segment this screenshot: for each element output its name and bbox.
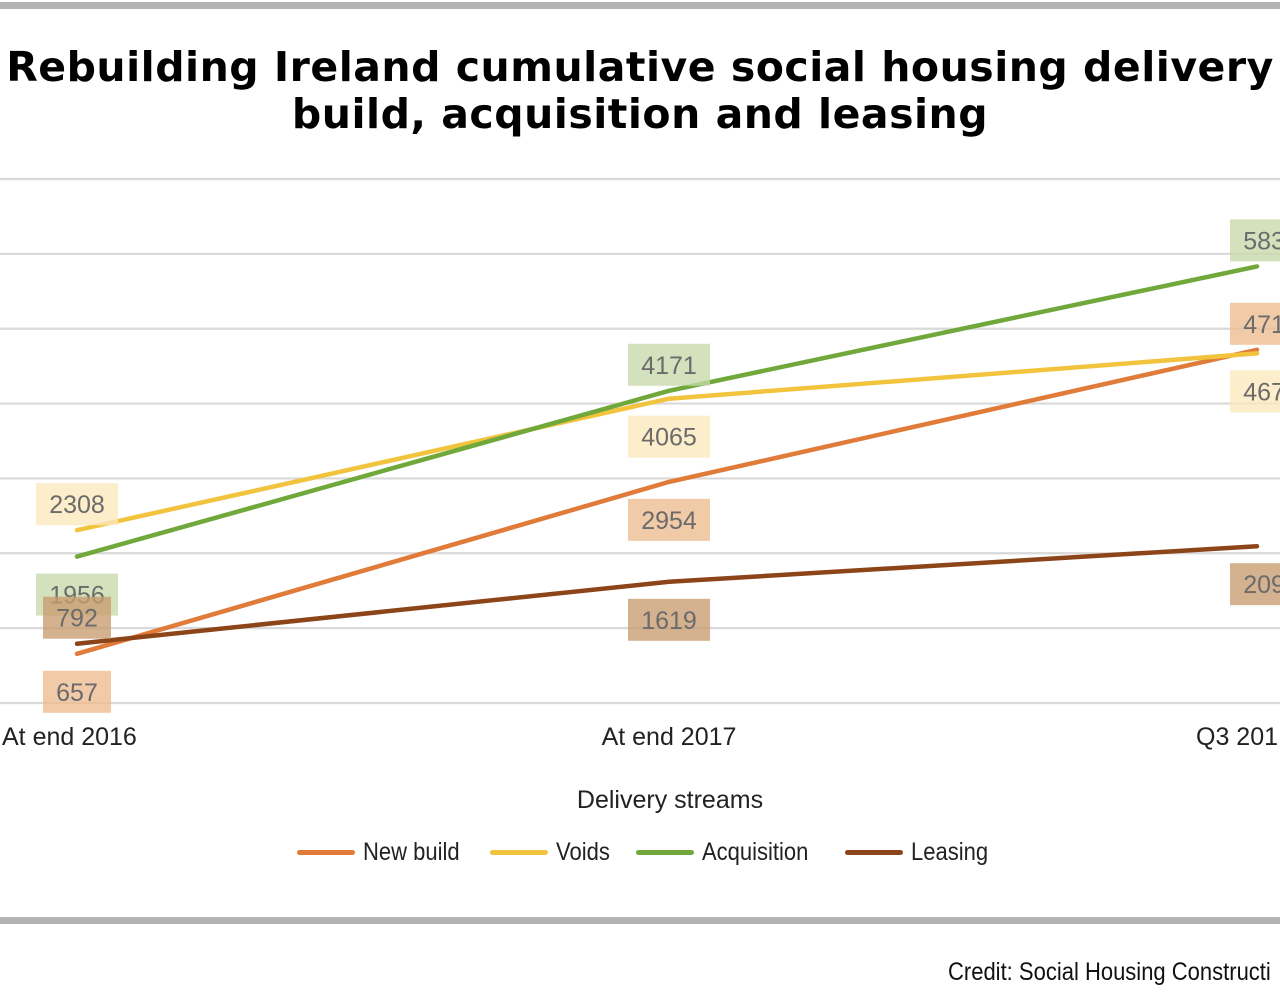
chart-title-line-1: Rebuilding Ireland cumulative social hou… (6, 43, 1274, 91)
data-label-box (628, 498, 710, 541)
data-label-box (1230, 302, 1280, 345)
legend-swatch (845, 849, 903, 855)
data-label: 4171 (628, 343, 710, 386)
data-label-box (1230, 563, 1280, 606)
series-line-new-build (74, 347, 1260, 657)
legend-label: New build (363, 837, 460, 866)
legend-item-leasing: Leasing (845, 834, 999, 870)
data-label: 4670 (1230, 370, 1280, 413)
data-label-box (36, 483, 118, 526)
x-tick-label: At end 2017 (602, 723, 737, 751)
top-rule (0, 2, 1280, 9)
series-lines (74, 264, 1260, 657)
data-labels: 6572954471823084065467019564171583279216… (36, 219, 1280, 713)
x-tick-label: Q3 201 (1196, 723, 1278, 751)
data-label-box (628, 415, 710, 458)
data-label-text: 4718 (1243, 311, 1280, 339)
legend-item-new-build: New build (297, 834, 473, 870)
series-line-voids (74, 351, 1260, 533)
x-tick-label: At end 2016 (2, 723, 137, 751)
data-label-text: 792 (56, 605, 98, 633)
data-label: 5832 (1230, 219, 1280, 262)
legend: New build Voids Acquisition Leasing (0, 834, 1280, 870)
data-label-box (43, 670, 111, 713)
data-label-text: 657 (56, 679, 98, 707)
data-label-box (628, 598, 710, 641)
legend-item-acquisition: Acquisition (636, 834, 823, 870)
x-axis-label: Delivery streams (576, 786, 764, 814)
data-label-text: 4670 (1243, 378, 1280, 406)
bottom-rule (0, 917, 1280, 924)
data-label-text: 2308 (49, 491, 105, 519)
data-label: 2095 (1230, 563, 1280, 606)
data-label: 4065 (628, 415, 710, 458)
legend-item-voids: Voids (490, 834, 617, 870)
series-line-acquisition (74, 264, 1260, 559)
data-label: 2954 (628, 498, 710, 541)
data-label-box (628, 343, 710, 386)
legend-swatch (490, 849, 548, 855)
data-label-box (43, 596, 111, 639)
data-label: 1619 (628, 598, 710, 641)
gridlines (0, 177, 1280, 705)
legend-label: Voids (556, 837, 610, 866)
data-label-text: 4065 (641, 424, 697, 452)
data-label-text: 5832 (1243, 227, 1280, 255)
data-label-text: 2954 (641, 507, 697, 535)
chart-title-line-2: build, acquisition and leasing (291, 90, 989, 138)
data-label-box (1230, 219, 1280, 262)
series-line-leasing (74, 543, 1260, 646)
legend-swatch (636, 849, 694, 855)
legend-label: Leasing (911, 837, 989, 866)
data-label-text: 4171 (641, 352, 697, 380)
credit-text: Credit: Social Housing Constructi (948, 958, 1271, 986)
data-label-text: 1619 (641, 607, 697, 635)
data-label: 4718 (1230, 302, 1280, 345)
legend-swatch (297, 849, 355, 855)
legend-label: Acquisition (702, 837, 809, 866)
data-label: 792 (43, 596, 111, 639)
data-label-text: 2095 (1243, 571, 1280, 599)
data-label-box (1230, 370, 1280, 413)
chart-title: Rebuilding Ireland cumulative social hou… (0, 44, 1280, 138)
data-label: 2308 (36, 483, 118, 526)
data-label: 657 (43, 670, 111, 713)
